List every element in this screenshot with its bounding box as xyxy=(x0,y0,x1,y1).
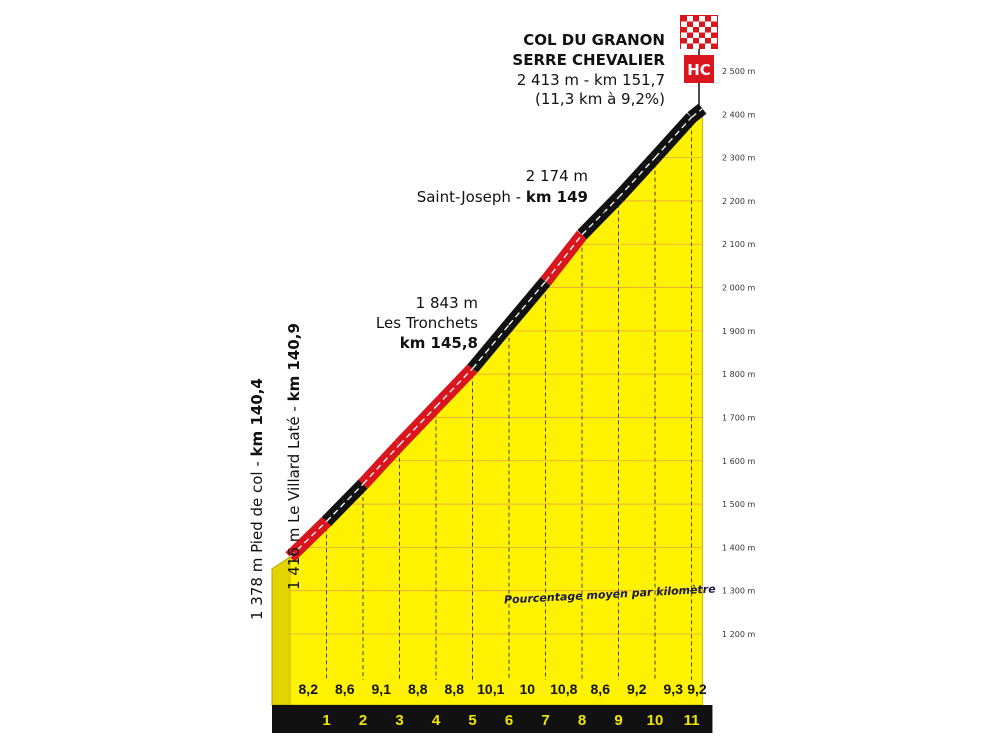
checkered-flag xyxy=(680,15,718,49)
waypoint-name: Les Tronchets xyxy=(376,314,478,332)
center-dash xyxy=(618,157,656,198)
x-tick-label: 7 xyxy=(541,712,549,729)
y-tick-label: 2 100 m xyxy=(722,240,755,249)
start-label: 1 378 m Pied de col - km 140,4 xyxy=(248,378,266,620)
summit-detail: (11,3 km à 9,2%) xyxy=(535,90,665,108)
x-tick-label: 10 xyxy=(647,712,664,729)
segment-label: 8,6 xyxy=(335,681,355,697)
waypoint-km: km 149 xyxy=(526,188,588,206)
profile-base: 1 200 m 1 300 m 1 400 m 1 500 m 1 600 m 1 700… xyxy=(271,67,755,733)
x-tick-label: 2 xyxy=(359,712,367,729)
category-badge xyxy=(684,55,714,83)
y-tick-label: 2 500 m xyxy=(722,67,755,76)
segment-label: 9,2 xyxy=(627,681,647,697)
gradient-segment xyxy=(504,277,551,329)
center-dash xyxy=(399,406,437,446)
y-tick-label: 1 900 m xyxy=(722,327,755,336)
start-label: 1 416 m Le Villard Laté - km 140,9 xyxy=(285,323,303,590)
segment-label: 10 xyxy=(519,681,535,697)
center-dash xyxy=(289,520,327,558)
y-tick-label: 1 300 m xyxy=(722,587,755,596)
x-tick-label: 1 xyxy=(322,712,330,729)
segment-label: 8,8 xyxy=(445,681,465,697)
start-km: km 140,4 xyxy=(248,378,266,456)
segment-label: 10,1 xyxy=(477,681,504,697)
segment-label: 9,1 xyxy=(372,681,392,697)
segment-label: 8,2 xyxy=(299,681,319,697)
x-tick-label: 4 xyxy=(432,712,441,729)
y-tick-label: 1 500 m xyxy=(722,500,755,509)
segment-label: 9,2 xyxy=(687,681,707,697)
start-km: km 140,9 xyxy=(285,323,303,401)
center-dash xyxy=(654,116,692,159)
y-tick-label: 1 200 m xyxy=(722,630,755,639)
summit-name: COL DU GRANON xyxy=(523,31,665,49)
segment-label: 9,3 xyxy=(664,681,684,697)
center-dash xyxy=(362,444,400,485)
x-tick-label: 11 xyxy=(684,712,700,729)
y-tick-label: 1 700 m xyxy=(722,413,755,422)
y-tick-label: 1 400 m xyxy=(722,543,755,552)
x-tick-label: 5 xyxy=(468,712,476,729)
center-dash xyxy=(581,197,619,236)
x-tick-label: 8 xyxy=(578,712,586,729)
y-tick-label: 2 300 m xyxy=(722,154,755,163)
km-band xyxy=(272,705,713,733)
start-text: 1 378 m Pied de col - xyxy=(248,456,266,620)
y-tick-label: 2 200 m xyxy=(722,197,755,206)
x-tick-label: 9 xyxy=(614,712,622,729)
waypoint-label: Saint-Joseph - km 149 xyxy=(417,188,588,206)
waypoint-altitude: 2 174 m xyxy=(526,167,588,185)
waypoint-name: Saint-Joseph - xyxy=(417,188,526,206)
y-tick-label: 1 800 m xyxy=(722,370,755,379)
center-dash xyxy=(691,108,703,118)
waypoint-km: km 145,8 xyxy=(400,334,478,352)
waypoint-altitude: 1 843 m xyxy=(416,294,478,312)
category-label: HC xyxy=(687,61,711,79)
x-tick-label: 3 xyxy=(395,712,403,729)
gradient-segment xyxy=(540,230,588,286)
segment-label: 8,8 xyxy=(408,681,428,697)
segment-label: 10,8 xyxy=(550,681,577,697)
gradient-segment xyxy=(467,320,514,373)
summit-detail: 2 413 m - km 151,7 xyxy=(517,71,665,89)
summit-name: SERRE CHEVALIER xyxy=(512,51,665,69)
y-tick-label: 2 400 m xyxy=(722,110,755,119)
center-dash xyxy=(326,483,364,522)
segment-label: 8,6 xyxy=(591,681,611,697)
center-dash xyxy=(435,368,473,408)
x-tick-label: 6 xyxy=(505,712,513,729)
y-tick-label: 1 600 m xyxy=(722,457,755,466)
start-text: 1 416 m Le Villard Laté - xyxy=(285,401,303,590)
y-tick-label: 2 000 m xyxy=(722,284,755,293)
